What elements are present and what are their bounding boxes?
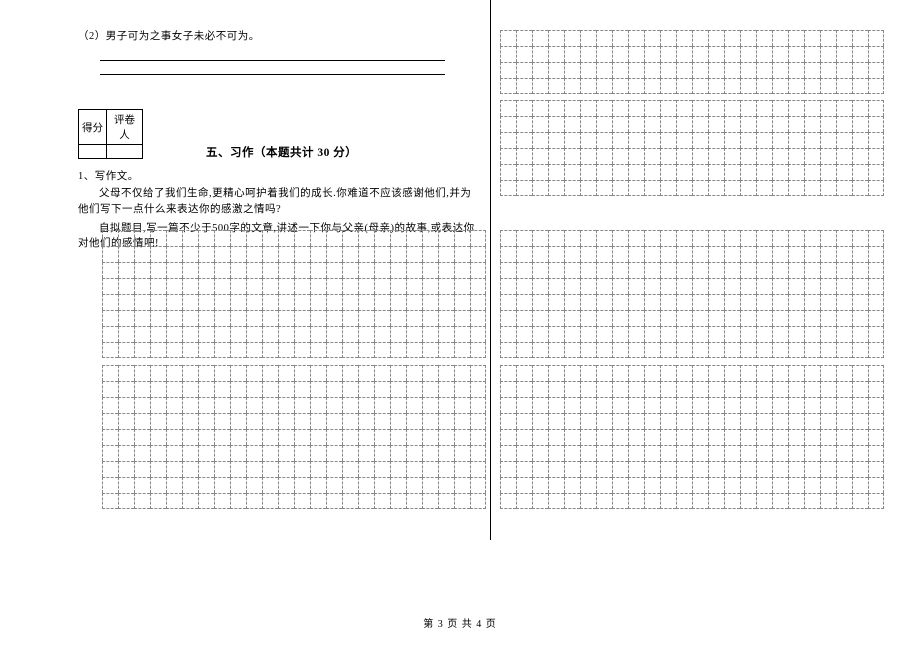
left-column: （2）男子可为之事女子未必不可为。 得分 评卷人 五、习作（本题共计 30 分）… xyxy=(78,28,478,252)
writing-grid-right_block1 xyxy=(500,30,884,94)
writing-grid-left_block1 xyxy=(102,230,486,358)
answer-line-1 xyxy=(100,49,478,63)
question-2-text: （2）男子可为之事女子未必不可为。 xyxy=(78,28,478,43)
score-header-score: 得分 xyxy=(79,110,107,145)
prompt-para-1: 父母不仅给了我们生命,更精心呵护着我们的成长.你难道不应该感谢他们,并为他们写下… xyxy=(78,186,478,218)
page-footer: 第 3 页 共 4 页 xyxy=(0,615,920,630)
section-5-title: 五、习作（本题共计 30 分） xyxy=(206,144,478,160)
q1-label: 1、写作文。 xyxy=(78,168,478,183)
writing-grid-right_block4 xyxy=(500,365,884,509)
score-table: 得分 评卷人 xyxy=(78,109,143,159)
writing-grid-left_block2 xyxy=(102,365,486,509)
grader-cell xyxy=(107,145,143,159)
score-cell xyxy=(79,145,107,159)
page: （2）男子可为之事女子未必不可为。 得分 评卷人 五、习作（本题共计 30 分）… xyxy=(0,0,920,650)
score-header-grader: 评卷人 xyxy=(107,110,143,145)
center-divider xyxy=(490,0,491,540)
writing-grid-right_block3 xyxy=(500,230,884,358)
answer-line-2 xyxy=(100,63,478,77)
writing-grid-right_block2 xyxy=(500,100,884,196)
